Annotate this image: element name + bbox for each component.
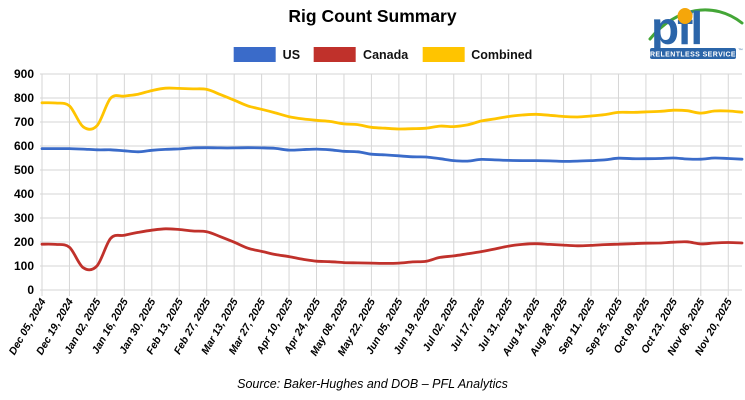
legend-label-canada: Canada bbox=[363, 47, 409, 62]
chart-title: Rig Count Summary bbox=[288, 6, 457, 26]
y-axis-label: 400 bbox=[14, 187, 34, 201]
y-axis-label: 900 bbox=[14, 67, 34, 81]
y-axis-label: 500 bbox=[14, 163, 34, 177]
legend-label-combined: Combined bbox=[471, 47, 533, 62]
legend-label-us: US bbox=[282, 47, 301, 62]
series-line-combined bbox=[40, 86, 744, 131]
y-axis-label: 800 bbox=[14, 91, 34, 105]
logo-trademark: ™ bbox=[738, 48, 743, 54]
y-axis-label: 600 bbox=[14, 139, 34, 153]
y-axis-label: 300 bbox=[14, 211, 34, 225]
logo-swoosh-icon bbox=[648, 8, 744, 41]
legend-item-combined: Combined bbox=[422, 47, 532, 62]
y-axis-label: 200 bbox=[14, 235, 34, 249]
series-line-us bbox=[40, 146, 744, 163]
legend-swatch-us bbox=[233, 47, 276, 62]
logo-tagline-bar bbox=[650, 48, 736, 59]
logo-sun-dot-icon bbox=[677, 8, 693, 24]
logo-tagline: RELENTLESS SERVICE bbox=[650, 52, 736, 59]
logo-wordmark: pfl bbox=[651, 3, 701, 54]
pfl-logo: pfl RELENTLESS SERVICE ™ bbox=[648, 2, 744, 65]
chart-legend: US Canada Combined bbox=[233, 47, 532, 62]
y-axis-label: 100 bbox=[14, 259, 34, 273]
y-axis-label: 700 bbox=[14, 115, 34, 129]
source-note: Source: Baker-Hughes and DOB – PFL Analy… bbox=[237, 377, 508, 391]
legend-item-us: US bbox=[233, 47, 301, 62]
series-line-canada bbox=[40, 227, 744, 272]
y-axis-label: 0 bbox=[27, 283, 34, 297]
legend-swatch-combined bbox=[422, 47, 465, 62]
legend-swatch-canada bbox=[314, 47, 357, 62]
legend-item-canada: Canada bbox=[314, 47, 408, 62]
